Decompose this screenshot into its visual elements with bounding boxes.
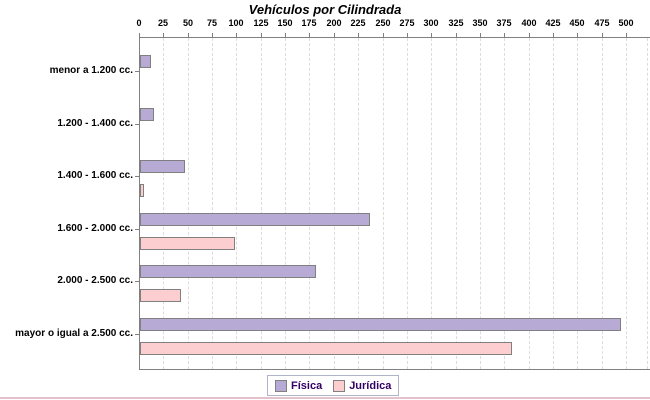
y-axis-line	[139, 37, 140, 370]
x-axis-line	[139, 37, 650, 38]
x-tick-label: 375	[496, 18, 512, 28]
legend-label: Física	[291, 379, 323, 392]
bar-juridica	[140, 342, 512, 355]
x-tick-mark	[529, 33, 530, 37]
legend-label: Jurídica	[349, 379, 392, 392]
x-tick-mark	[309, 33, 310, 37]
category-tick-mark	[135, 281, 139, 282]
legend-item-fisica: Física	[275, 379, 323, 392]
category-label: 1.200 - 1.400 cc.	[57, 118, 133, 129]
category-tick-mark	[135, 124, 139, 125]
x-tick-mark	[285, 33, 286, 37]
gridline	[188, 38, 189, 369]
gridline	[647, 38, 648, 369]
category-label: mayor o igual a 2.500 cc.	[15, 328, 133, 339]
x-tick-label: 0	[136, 18, 142, 28]
x-tick-mark	[577, 33, 578, 37]
bar-fisica	[140, 160, 185, 173]
gridline	[285, 38, 286, 369]
gridline	[480, 38, 481, 369]
gridline	[334, 38, 335, 369]
x-tick-mark	[261, 33, 262, 37]
category-tick-mark	[135, 229, 139, 230]
x-tick-mark	[358, 33, 359, 37]
gridline	[626, 38, 627, 369]
x-tick-mark	[188, 33, 189, 37]
x-tick-label: 225	[350, 18, 366, 28]
x-tick-mark	[626, 33, 627, 37]
gridline	[504, 38, 505, 369]
x-tick-label: 400	[521, 18, 537, 28]
x-tick-mark	[431, 33, 432, 37]
gridline	[431, 38, 432, 369]
x-tick-label: 425	[545, 18, 561, 28]
category-label: 2.000 - 2.500 cc.	[57, 275, 133, 286]
category-label: 1.600 - 2.000 cc.	[57, 223, 133, 234]
plot-bottom-line	[139, 369, 650, 370]
x-tick-mark	[163, 33, 164, 37]
gridline	[383, 38, 384, 369]
x-tick-label: 450	[569, 18, 585, 28]
gridline	[407, 38, 408, 369]
x-tick-mark	[334, 33, 335, 37]
bar-fisica	[140, 265, 316, 278]
x-tick-label: 200	[326, 18, 342, 28]
bar-juridica	[140, 289, 181, 302]
x-tick-label: 350	[472, 18, 488, 28]
chart-title: Vehículos por Cilindrada	[248, 2, 402, 17]
category-tick-mark	[135, 334, 139, 335]
x-tick-label: 275	[399, 18, 415, 28]
gridline	[261, 38, 262, 369]
gridline	[212, 38, 213, 369]
bottom-frame-line	[0, 397, 650, 399]
x-tick-label: 300	[423, 18, 439, 28]
gridline	[529, 38, 530, 369]
x-tick-mark	[602, 33, 603, 37]
x-tick-mark	[407, 33, 408, 37]
category-tick-mark	[135, 176, 139, 177]
x-tick-label: 125	[253, 18, 269, 28]
x-tick-mark	[236, 33, 237, 37]
x-tick-mark	[553, 33, 554, 37]
gridline	[577, 38, 578, 369]
gridline	[358, 38, 359, 369]
x-tick-mark	[480, 33, 481, 37]
gridline	[163, 38, 164, 369]
fisica-swatch-icon	[275, 379, 287, 392]
x-tick-mark	[504, 33, 505, 37]
x-tick-mark	[139, 33, 140, 37]
category-label: menor a 1.200 cc.	[49, 65, 133, 76]
x-tick-mark	[383, 33, 384, 37]
x-tick-label: 175	[301, 18, 317, 28]
gridline	[553, 38, 554, 369]
bar-fisica	[140, 318, 621, 331]
bar-fisica	[140, 55, 151, 68]
gridline	[456, 38, 457, 369]
x-tick-label: 325	[448, 18, 464, 28]
x-tick-label: 250	[375, 18, 391, 28]
x-tick-mark	[212, 33, 213, 37]
bar-juridica	[140, 237, 235, 250]
bar-fisica	[140, 213, 370, 226]
x-tick-label: 500	[618, 18, 634, 28]
category-label: 1.400 - 1.600 cc.	[57, 170, 133, 181]
x-tick-label: 475	[594, 18, 610, 28]
juridica-swatch-icon	[333, 379, 346, 392]
x-tick-label: 75	[206, 18, 217, 28]
legend-item-juridica: Jurídica	[333, 379, 392, 392]
x-tick-label: 100	[228, 18, 244, 28]
x-tick-mark	[456, 33, 457, 37]
bar-juridica	[140, 184, 144, 197]
x-tick-label: 25	[157, 18, 168, 28]
x-tick-label: 150	[277, 18, 293, 28]
x-tick-label: 50	[182, 18, 193, 28]
gridline	[309, 38, 310, 369]
gridline	[602, 38, 603, 369]
gridline	[236, 38, 237, 369]
bar-fisica	[140, 108, 154, 121]
category-tick-mark	[135, 71, 139, 72]
legend: Física Jurídica	[267, 375, 400, 396]
